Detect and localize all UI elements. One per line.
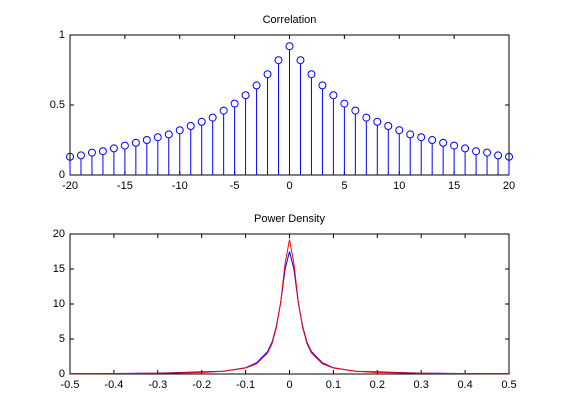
- stem-marker: [66, 152, 74, 161]
- stem-marker: [329, 91, 338, 100]
- y-tick-label: 5: [59, 333, 65, 345]
- plot-area: [69, 233, 510, 375]
- x-tick-label: -0.2: [192, 379, 211, 391]
- x-tick-label: 0.4: [457, 379, 472, 391]
- stem-marker: [153, 133, 162, 142]
- stem-marker: [274, 56, 283, 65]
- x-tick-label: 0: [286, 379, 292, 391]
- stem-marker: [296, 56, 305, 65]
- stem-marker: [340, 99, 349, 108]
- stem-marker: [197, 117, 206, 126]
- stem-marker: [450, 141, 459, 150]
- x-tick-label: -0.4: [104, 379, 123, 391]
- stem-marker: [417, 133, 426, 142]
- stem-marker: [76, 151, 85, 160]
- stem-marker: [505, 152, 513, 161]
- stem-marker: [131, 138, 140, 147]
- stem-marker: [87, 148, 96, 157]
- stem-marker: [186, 122, 195, 130]
- chart-title: Correlation: [263, 14, 317, 26]
- stem-marker: [98, 147, 107, 156]
- x-tick-label: 5: [341, 180, 347, 192]
- stem-marker: [241, 91, 250, 100]
- x-tick-label: -10: [172, 180, 188, 192]
- stem-marker: [285, 42, 294, 51]
- stem-marker: [461, 144, 470, 153]
- x-tick-label: 0.5: [501, 379, 516, 391]
- x-tick-label: -20: [62, 180, 78, 192]
- y-tick-label: 0: [59, 368, 65, 380]
- stem-marker: [120, 141, 129, 150]
- x-tick-label: 15: [448, 180, 460, 192]
- x-tick-label: -5: [230, 180, 240, 192]
- chart-title: Power Density: [254, 213, 325, 225]
- stem-marker: [318, 81, 327, 90]
- x-tick-label: 10: [393, 180, 405, 192]
- stem-marker: [406, 130, 415, 139]
- x-tick-label: 0.3: [414, 379, 429, 391]
- x-tick-label: 20: [503, 180, 515, 192]
- stem-marker: [263, 70, 272, 79]
- stem-marker: [428, 136, 437, 144]
- stem-marker: [439, 138, 448, 147]
- stem-marker: [472, 147, 481, 156]
- stem-marker: [230, 99, 239, 108]
- x-tick-label: 0: [286, 180, 292, 192]
- stem-marker: [494, 151, 503, 160]
- y-tick-label: 1: [59, 29, 65, 41]
- x-tick-label: -0.5: [61, 379, 80, 391]
- line-series: [69, 239, 510, 375]
- y-tick-label: 20: [53, 228, 65, 240]
- x-tick-label: 0.1: [326, 379, 341, 391]
- stem-marker: [164, 130, 173, 139]
- stem-marker: [384, 122, 393, 130]
- stem-marker: [252, 81, 261, 90]
- stem-marker: [142, 136, 151, 144]
- stem-marker: [109, 144, 118, 153]
- y-tick-label: 0: [59, 169, 65, 181]
- stem-marker: [483, 148, 492, 157]
- x-tick-label: -0.3: [148, 379, 167, 391]
- y-tick-label: 15: [53, 263, 65, 275]
- stem-marker: [351, 106, 360, 115]
- stem-marker: [373, 117, 382, 126]
- x-tick-label: -0.1: [236, 379, 255, 391]
- x-tick-label: 0.2: [370, 379, 385, 391]
- x-tick-label: -15: [117, 180, 133, 192]
- stem-marker: [175, 126, 184, 135]
- stem-marker: [219, 106, 228, 115]
- y-tick-label: 10: [53, 298, 65, 310]
- stem-marker: [208, 113, 217, 122]
- stem-marker: [395, 126, 404, 135]
- stem-marker: [307, 70, 316, 79]
- y-tick-label: 0.5: [50, 99, 65, 111]
- stem-marker: [362, 113, 371, 122]
